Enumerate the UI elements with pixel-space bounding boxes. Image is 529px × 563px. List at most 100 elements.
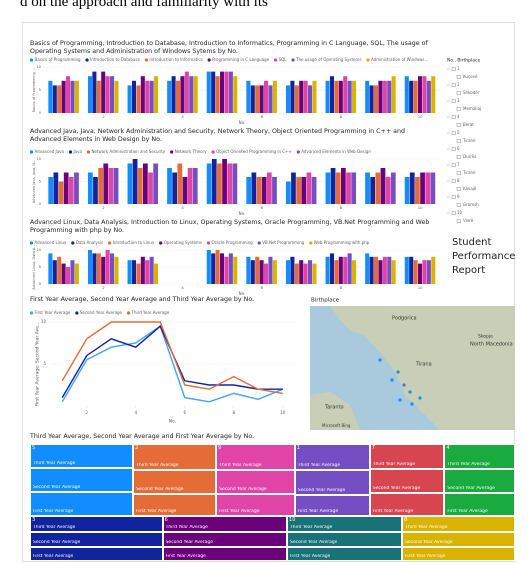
bar — [431, 76, 435, 113]
bar — [53, 260, 57, 284]
bar — [224, 257, 228, 284]
bar — [343, 257, 347, 284]
treemap-cell: Second Year Average — [370, 469, 445, 493]
slicer-place: Tirane — [462, 138, 476, 143]
treemap-label: Second Year Average — [405, 540, 452, 545]
slicer-chevron — [447, 100, 450, 102]
treemap-label: Third Year Average — [298, 463, 340, 468]
x-tick-label: 2 — [102, 205, 105, 210]
bar — [141, 76, 145, 113]
bar — [59, 182, 64, 205]
slicer-chevron — [447, 84, 450, 86]
slicer-number: 4 — [457, 114, 460, 119]
bar — [422, 260, 426, 284]
slicer-checkbox — [452, 147, 455, 150]
bar — [176, 81, 180, 113]
bar — [291, 173, 296, 205]
bar — [57, 257, 61, 284]
x-tick-label: 2 — [102, 285, 105, 290]
bar — [229, 72, 233, 113]
treemap-label: Second Year Average — [136, 487, 183, 492]
bar — [304, 81, 308, 113]
x-tick-label: 2 — [85, 410, 88, 415]
slicer-place: Memaliaj — [463, 106, 481, 111]
bar — [378, 81, 382, 113]
bar — [418, 264, 422, 284]
treemap-cell: First Year Average — [370, 493, 445, 516]
legend-marker — [274, 58, 277, 61]
map-point — [390, 378, 393, 381]
treemap-cell: First Year Average — [444, 493, 515, 515]
bar — [194, 76, 198, 113]
treemap-label: Second Year Average — [33, 485, 80, 490]
slicer-checkbox — [452, 83, 455, 86]
bar — [374, 85, 378, 113]
legend-marker — [30, 150, 33, 153]
bar — [98, 168, 103, 204]
bar — [224, 72, 228, 113]
bar — [106, 250, 110, 284]
treemap-label: First Year Average — [33, 509, 73, 514]
x-tick-label: 8 — [340, 114, 343, 119]
treemap-cell: First Year Average — [163, 547, 287, 561]
bar — [351, 173, 356, 205]
bar — [183, 177, 188, 204]
legend-marker — [108, 241, 111, 244]
treemap-cell: First Year Average — [295, 495, 370, 516]
treemap-label: First Year Average — [219, 509, 259, 514]
bar — [216, 76, 220, 113]
slicer-checkbox — [452, 179, 455, 182]
bar — [430, 173, 435, 205]
slicer-number: 8 — [457, 178, 460, 183]
slicer-checkbox — [457, 91, 460, 94]
treemap-cell: Second Year Average — [287, 532, 402, 547]
legend-label: Introduction to Database — [90, 57, 140, 62]
legend-label: Introduction to Informatics — [149, 57, 202, 62]
treemap-label: Second Year Average — [219, 487, 266, 492]
treemap-label: First Year Average — [405, 554, 445, 559]
bar — [74, 173, 79, 205]
treemap-group-label: 3 — [32, 517, 35, 523]
x-tick-label: 8 — [340, 285, 343, 290]
slicer-checkbox — [457, 123, 460, 126]
x-axis-label: No. — [239, 120, 246, 125]
bar — [141, 257, 145, 284]
legend-marker — [258, 241, 261, 244]
y-tick-label: 5 — [39, 180, 41, 184]
treemap-cell: Second Year Average — [133, 470, 216, 494]
legend-label: Oracle Programming — [211, 240, 253, 245]
bar — [299, 260, 303, 284]
bar — [172, 173, 177, 205]
bar — [370, 85, 374, 113]
bar — [167, 168, 172, 204]
bar — [251, 85, 255, 113]
slicer-checkbox — [457, 107, 460, 110]
bar — [103, 164, 108, 205]
treemap-label: Third Year Average — [290, 525, 332, 530]
treemap-cell: Third Year Average — [133, 444, 216, 470]
slicer-chevron — [447, 164, 450, 166]
bar — [334, 81, 338, 113]
bar — [66, 267, 70, 284]
slicer-place: Tirane — [462, 170, 476, 175]
legend-label: Advanced Linux — [35, 240, 67, 245]
legend-marker — [75, 311, 78, 314]
legend-marker — [69, 150, 72, 153]
x-tick-label: 10 — [418, 114, 423, 119]
bar — [267, 173, 272, 205]
bar — [154, 264, 158, 284]
bar — [128, 260, 132, 284]
legend-label: Advanced Elements in Web Design — [301, 149, 371, 154]
bar — [301, 177, 306, 204]
legend-marker — [30, 58, 33, 61]
bar — [290, 257, 294, 284]
bar — [308, 260, 312, 284]
page: d on the approach and familiarity with i… — [0, 0, 529, 563]
bar — [114, 257, 118, 284]
map-label: Taranto — [324, 405, 344, 411]
y-tick-label: 5 — [39, 88, 41, 92]
treemap-group-label: 5 — [32, 445, 35, 451]
bar — [136, 85, 140, 113]
slicer-chevron — [447, 132, 450, 134]
legend-marker — [297, 150, 300, 153]
